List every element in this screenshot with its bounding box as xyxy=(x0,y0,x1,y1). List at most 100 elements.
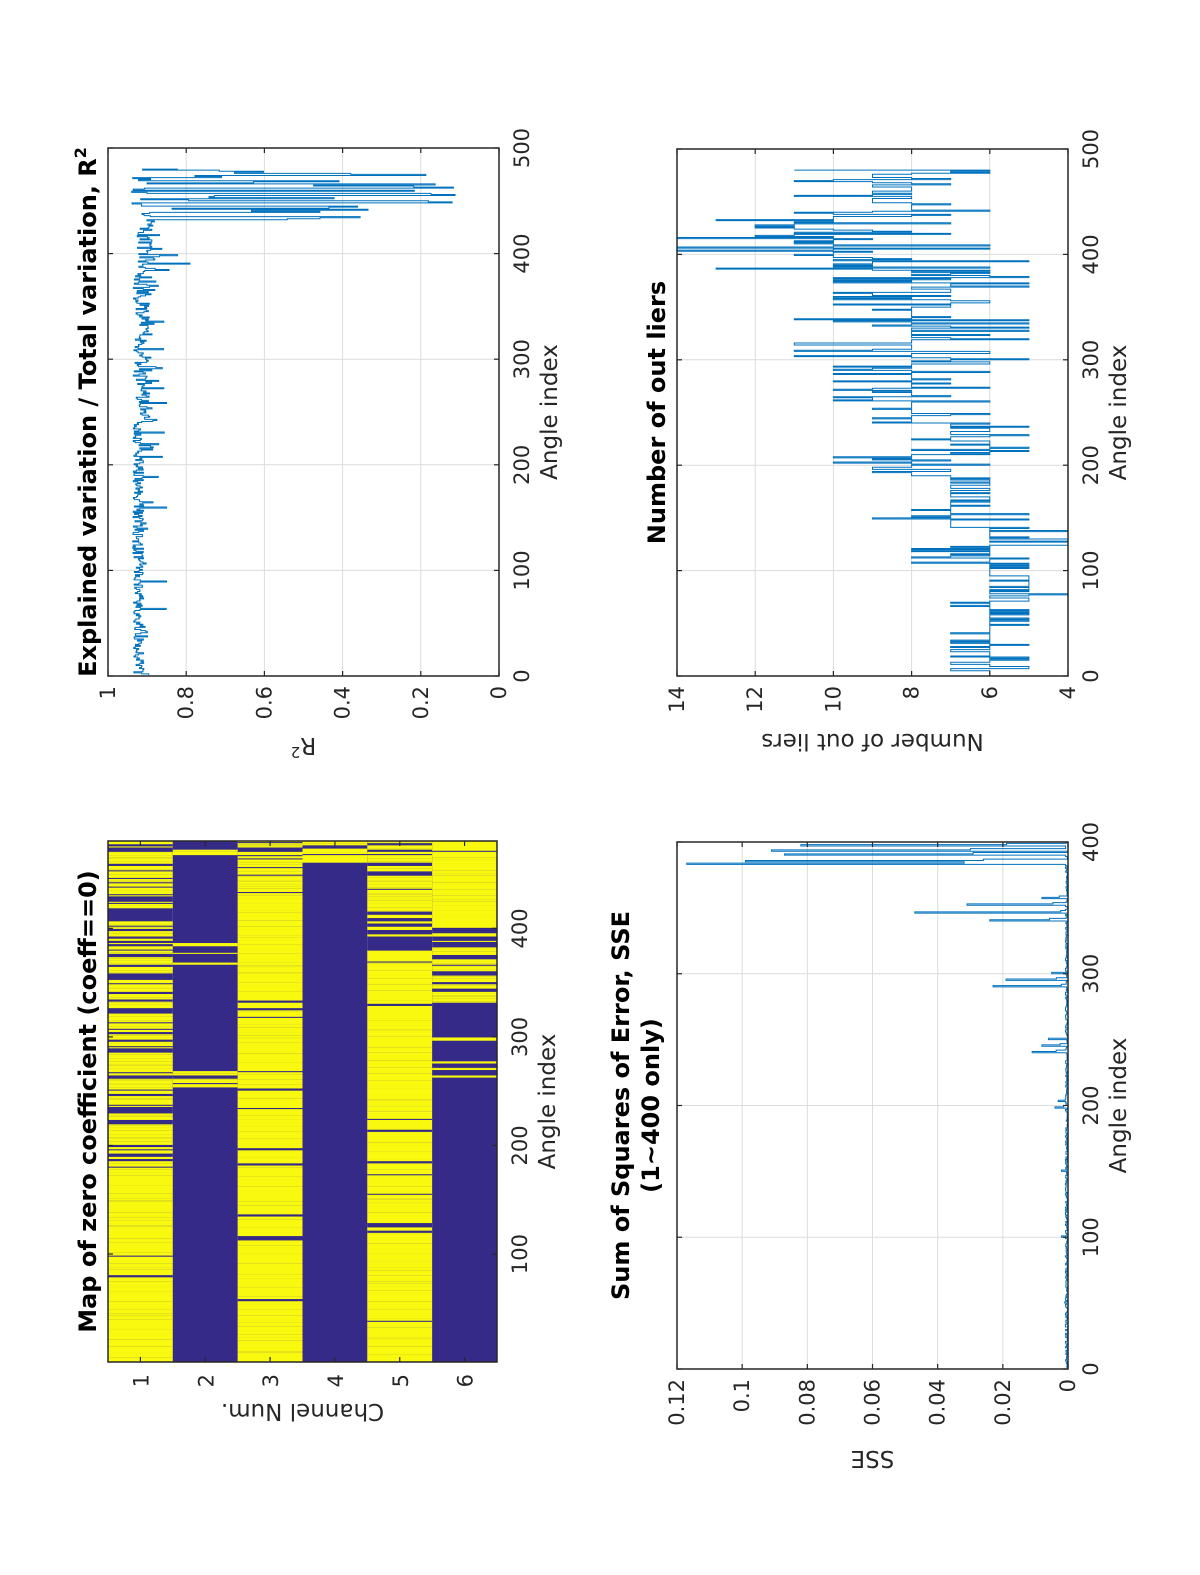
r-squared-xlabel: Angle index xyxy=(537,344,563,480)
heatmap-cell xyxy=(108,1263,173,1268)
heatmap-cell xyxy=(108,887,173,891)
heatmap-cell xyxy=(367,1202,433,1204)
heatmap-cell xyxy=(108,905,173,909)
heatmap-cell xyxy=(367,1052,433,1061)
outliers-yticks: 4 6 8 10 12 14 xyxy=(665,149,1080,713)
heatmap-cell xyxy=(367,898,433,901)
heatmap-cell xyxy=(172,1078,238,1080)
heatmap-cell xyxy=(108,1252,173,1256)
heatmap-cell xyxy=(108,1225,173,1227)
heatmap-cell xyxy=(237,923,303,927)
heatmap-cell xyxy=(237,1037,303,1039)
heatmap-cell xyxy=(367,1151,433,1160)
heatmap-cell xyxy=(367,1233,433,1244)
heatmap-cell xyxy=(108,1061,173,1065)
heatmap-cell xyxy=(432,870,497,874)
heatmap-cell xyxy=(367,1346,433,1355)
heatmap-cell xyxy=(108,861,173,864)
heatmap-cell xyxy=(367,1000,433,1004)
heatmap-cell xyxy=(108,1198,173,1201)
heatmap-cell xyxy=(108,1169,173,1173)
heatmap-cell xyxy=(432,966,497,970)
heatmap-cell xyxy=(108,1147,173,1150)
ytick-label: 10 xyxy=(821,686,845,713)
heatmap-cell xyxy=(432,976,497,979)
heatmap-cell xyxy=(237,1315,303,1323)
heatmap-cell xyxy=(237,875,303,877)
heatmap-cell xyxy=(237,1309,303,1316)
heatmap-cell xyxy=(432,882,497,890)
heatmap-cell xyxy=(108,1163,173,1167)
heatmap-cell xyxy=(237,1253,303,1264)
heatmap-cell xyxy=(367,1047,433,1053)
heatmap-cell xyxy=(237,856,303,859)
heatmap-cell xyxy=(367,1301,433,1310)
heatmap-cell xyxy=(237,893,303,896)
xtick-label: 0 xyxy=(1079,1362,1103,1375)
heatmap-cell xyxy=(432,947,497,949)
heatmap-cell xyxy=(108,952,173,954)
heatmap-cell xyxy=(367,970,433,979)
heatmap-cell xyxy=(108,1286,173,1292)
heatmap-cell xyxy=(108,881,173,883)
heatmap-cell xyxy=(108,1185,173,1191)
heatmap-cell xyxy=(108,1309,173,1314)
heatmap-cell xyxy=(108,963,173,965)
heatmap-cell xyxy=(237,1330,303,1335)
heatmap-cell xyxy=(302,848,368,853)
heatmap-cell xyxy=(367,990,433,1001)
heatmap-cell xyxy=(237,880,303,882)
heatmap-cell xyxy=(108,1150,173,1154)
heatmap-cell xyxy=(108,958,173,961)
heatmap-cell xyxy=(108,1161,173,1164)
heatmap-cell xyxy=(367,1088,433,1100)
heatmap-cell xyxy=(237,912,303,921)
heatmap-cell xyxy=(237,1334,303,1338)
xtick-label: 400 xyxy=(508,908,532,948)
heatmap-cell xyxy=(237,1119,303,1127)
heatmap-cell xyxy=(108,1090,173,1094)
heatmap-cell xyxy=(367,1163,433,1170)
heatmap-cell xyxy=(108,1172,173,1176)
heatmap-cell xyxy=(237,1274,303,1279)
heatmap-cell xyxy=(108,1101,173,1105)
heatmap-cell xyxy=(367,875,433,878)
sse-title-line-2: (1~400 only) xyxy=(637,1018,665,1193)
ytick-label: 1 xyxy=(96,686,120,699)
heatmap-cell xyxy=(432,969,497,972)
heatmap-cell xyxy=(367,1029,433,1031)
heatmap-cell xyxy=(108,1026,173,1029)
heatmap-cell xyxy=(108,1197,173,1199)
heatmap-cell xyxy=(108,1190,173,1194)
heatmap-cell xyxy=(172,1073,238,1076)
heatmap-cell xyxy=(108,1083,173,1085)
heatmap-cell xyxy=(108,921,173,925)
heatmap-cell xyxy=(367,861,433,863)
heatmap-cell xyxy=(432,951,497,955)
heatmap-cell xyxy=(108,1212,173,1218)
xtick-label: 100 xyxy=(1079,1217,1103,1257)
heatmap-cell xyxy=(367,1106,433,1112)
heatmap-cell xyxy=(108,1023,173,1027)
heatmap-cell xyxy=(108,946,173,950)
heatmap-cell xyxy=(108,1315,173,1320)
heatmap-cell xyxy=(367,1337,433,1339)
heatmap-cell xyxy=(172,943,238,947)
heatmap-cell xyxy=(237,1157,303,1164)
heatmap-cell xyxy=(237,1278,303,1288)
xtick-label: 200 xyxy=(1079,1085,1103,1125)
heatmap-cell xyxy=(432,873,497,876)
heatmap-cell xyxy=(432,998,497,1002)
ytick-label: 0.12 xyxy=(665,1379,689,1426)
ytick-label: 0 xyxy=(1056,1379,1080,1392)
r-squared-ylabel-text: R xyxy=(300,732,316,758)
sse-ylabel: SSE xyxy=(851,1445,895,1471)
heatmap-cell xyxy=(172,849,238,852)
heatmap-cell xyxy=(367,921,433,924)
heatmap-cell xyxy=(367,1175,433,1187)
heatmap-cell xyxy=(367,858,433,862)
heatmap-cell xyxy=(108,1113,173,1116)
heatmap-cell xyxy=(108,967,173,971)
heatmap-cell xyxy=(367,914,433,919)
